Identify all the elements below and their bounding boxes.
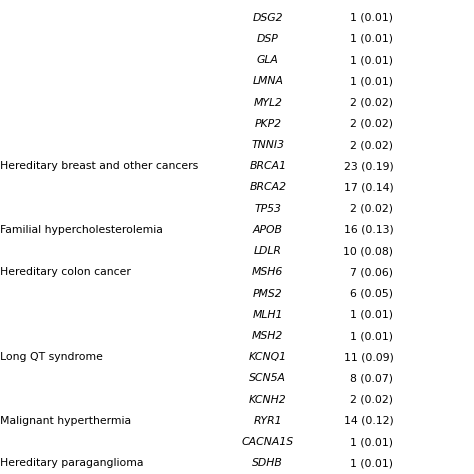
Text: Malignant hyperthermia: Malignant hyperthermia	[0, 416, 131, 426]
Text: Hereditary paraganglioma: Hereditary paraganglioma	[0, 458, 144, 468]
Text: 1 (0.01): 1 (0.01)	[350, 437, 393, 447]
Text: TNNI3: TNNI3	[251, 140, 284, 150]
Text: Long QT syndrome: Long QT syndrome	[0, 352, 103, 362]
Text: 1 (0.01): 1 (0.01)	[350, 34, 393, 44]
Text: 23 (0.19): 23 (0.19)	[344, 161, 393, 171]
Text: 16 (0.13): 16 (0.13)	[344, 225, 393, 235]
Text: PKP2: PKP2	[255, 119, 281, 129]
Text: SCN5A: SCN5A	[249, 374, 286, 383]
Text: Familial hypercholesterolemia: Familial hypercholesterolemia	[0, 225, 163, 235]
Text: 2 (0.02): 2 (0.02)	[350, 119, 393, 129]
Text: 7 (0.06): 7 (0.06)	[350, 267, 393, 277]
Text: MSH2: MSH2	[252, 331, 283, 341]
Text: BRCA1: BRCA1	[249, 161, 286, 171]
Text: MSH6: MSH6	[252, 267, 283, 277]
Text: SDHB: SDHB	[252, 458, 283, 468]
Text: 8 (0.07): 8 (0.07)	[350, 374, 393, 383]
Text: PMS2: PMS2	[253, 289, 283, 299]
Text: 2 (0.02): 2 (0.02)	[350, 204, 393, 214]
Text: APOB: APOB	[253, 225, 283, 235]
Text: TP53: TP53	[255, 204, 281, 214]
Text: 10 (0.08): 10 (0.08)	[344, 246, 393, 256]
Text: 2 (0.02): 2 (0.02)	[350, 395, 393, 405]
Text: DSP: DSP	[257, 34, 279, 44]
Text: 6 (0.05): 6 (0.05)	[350, 289, 393, 299]
Text: CACNA1S: CACNA1S	[242, 437, 294, 447]
Text: KCNH2: KCNH2	[249, 395, 287, 405]
Text: RYR1: RYR1	[254, 416, 282, 426]
Text: DSG2: DSG2	[253, 13, 283, 23]
Text: 1 (0.01): 1 (0.01)	[350, 76, 393, 86]
Text: LDLR: LDLR	[254, 246, 282, 256]
Text: LMNA: LMNA	[252, 76, 283, 86]
Text: 2 (0.02): 2 (0.02)	[350, 140, 393, 150]
Text: KCNQ1: KCNQ1	[249, 352, 287, 362]
Text: Hereditary breast and other cancers: Hereditary breast and other cancers	[0, 161, 198, 171]
Text: MLH1: MLH1	[253, 310, 283, 320]
Text: 1 (0.01): 1 (0.01)	[350, 55, 393, 65]
Text: 14 (0.12): 14 (0.12)	[344, 416, 393, 426]
Text: Hereditary colon cancer: Hereditary colon cancer	[0, 267, 131, 277]
Text: GLA: GLA	[257, 55, 279, 65]
Text: BRCA2: BRCA2	[249, 182, 286, 192]
Text: MYL2: MYL2	[254, 98, 282, 108]
Text: 11 (0.09): 11 (0.09)	[344, 352, 393, 362]
Text: 17 (0.14): 17 (0.14)	[344, 182, 393, 192]
Text: 1 (0.01): 1 (0.01)	[350, 458, 393, 468]
Text: 1 (0.01): 1 (0.01)	[350, 13, 393, 23]
Text: 1 (0.01): 1 (0.01)	[350, 310, 393, 320]
Text: 1 (0.01): 1 (0.01)	[350, 331, 393, 341]
Text: 2 (0.02): 2 (0.02)	[350, 98, 393, 108]
